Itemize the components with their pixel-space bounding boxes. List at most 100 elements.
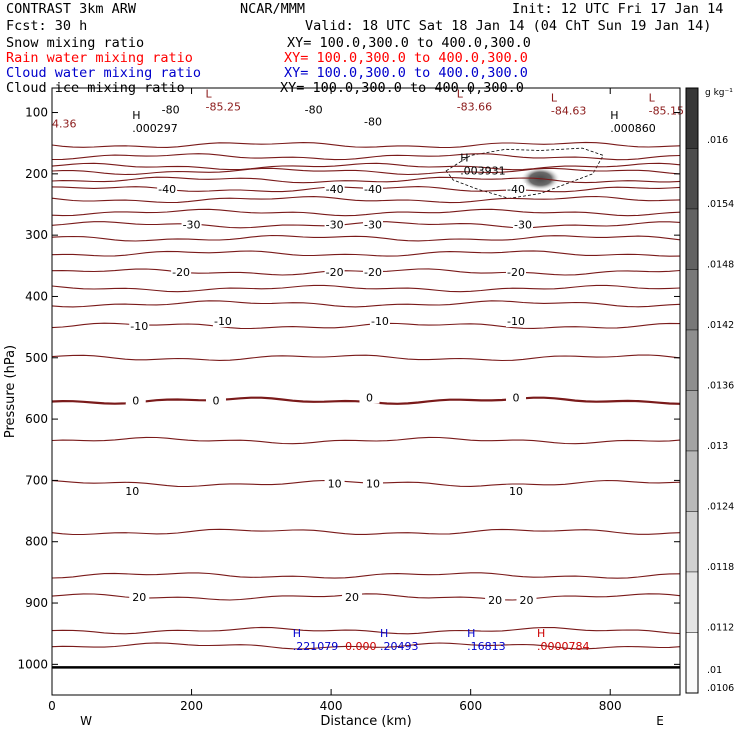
forecast-hour: Fcst: 30 h: [6, 18, 88, 34]
colorbar-segment: [685, 208, 699, 270]
contour-label-bg: [125, 394, 146, 407]
y-tick-label: 200: [25, 167, 48, 181]
colorbar-label: .0136: [707, 381, 734, 392]
contour-label: -30: [326, 219, 344, 232]
temperature-contour: [51, 436, 681, 445]
east-label: E: [656, 714, 664, 728]
contour-label: 10: [328, 477, 342, 490]
contour-label: -10: [130, 320, 148, 333]
extremum-value: .221079: [293, 640, 339, 653]
y-tick-label: 100: [25, 106, 48, 120]
contour-label: -20: [326, 266, 344, 279]
contour-label: 20: [132, 591, 146, 604]
contour-label-bg: [324, 183, 345, 196]
temperature-contour: [51, 141, 681, 149]
field-label-cloudwater: Cloud water mixing ratio: [6, 65, 202, 81]
extremum-value: .000860: [610, 122, 656, 135]
contour-label: 0: [513, 392, 520, 405]
contour-label-bg: [157, 183, 178, 196]
contour-label: 20: [488, 594, 502, 607]
contour-label-bg: [359, 391, 380, 404]
contour-label-bg: [129, 590, 150, 603]
contour-label: -80: [305, 103, 323, 116]
contour-label: 0: [366, 392, 373, 405]
temperature-contour: [51, 642, 681, 650]
colorbar-segment: [685, 390, 699, 452]
temperature-contour: [51, 593, 681, 601]
contour-label: -30: [183, 219, 201, 232]
contour-label-bg: [485, 593, 506, 606]
colorbar-label: .016: [707, 135, 728, 146]
extremum-mark: H: [132, 109, 140, 122]
contour-label: -30: [364, 219, 382, 232]
contour-label-bg: [160, 103, 181, 116]
colorbar-label: .0154: [707, 199, 734, 210]
contour-label: 0: [132, 395, 139, 408]
y-tick-label: 400: [25, 289, 48, 303]
extremum-value: -83.66: [457, 100, 492, 113]
init-time: Init: 12 UTC Fri 17 Jan 14: [512, 1, 724, 17]
center-label: NCAR/MMM: [240, 1, 306, 17]
colorbar-frame: [685, 87, 699, 694]
x-tick-label: 600: [459, 699, 482, 713]
colorbar-segment: [685, 87, 699, 149]
colorbar-segment: [685, 269, 699, 331]
field-xy-cloudwater: XY= 100.0,300.0 to 400.0,300.0: [284, 65, 528, 81]
colorbar-label: .01: [707, 665, 722, 676]
colorbar-label: .0112: [707, 623, 734, 634]
colorbar-units: g kg⁻¹: [705, 88, 733, 98]
extremum-mark: L: [457, 87, 464, 100]
temperature-contour: [51, 250, 681, 257]
extremum-mark: H: [610, 109, 618, 122]
colorbar-label: .0106: [707, 683, 734, 694]
colorbar-segment: [685, 329, 699, 391]
temperature-contour: [51, 195, 681, 204]
contour-label-bg: [516, 593, 537, 606]
contour-label: -40: [158, 183, 176, 196]
colorbar-segment: [685, 450, 699, 512]
contour-label-bg: [362, 218, 383, 231]
y-axis-title: Pressure (hPa): [3, 345, 18, 438]
contour-label: 10: [366, 477, 380, 490]
west-label: W: [80, 714, 92, 728]
contour-label-bg: [506, 314, 527, 327]
contour-label-bg: [324, 265, 345, 278]
contour-label-bg: [181, 218, 202, 231]
temperature-contour: [51, 208, 681, 217]
contour-label: -40: [364, 183, 382, 196]
temperature-contour: [51, 322, 681, 330]
extremum-value: .20493: [380, 640, 419, 653]
contour-label-bg: [369, 314, 390, 327]
y-tick-label: 800: [25, 535, 48, 549]
contour-label: -80: [364, 116, 382, 129]
contour-label-bg: [205, 394, 226, 407]
y-tick-label: 900: [25, 596, 48, 610]
contour-label: -10: [214, 315, 232, 328]
colorbar-segment: [685, 148, 699, 210]
contour-label-bg: [513, 218, 533, 231]
valid-time: Valid: 18 UTC Sat 18 Jan 14 (04 ChT Sun …: [305, 18, 712, 34]
temperature-contour: [51, 300, 681, 308]
contour-label-bg: [171, 265, 192, 278]
model-title: CONTRAST 3km ARW: [6, 1, 137, 17]
contour-label-bg: [324, 477, 345, 490]
field-label-rain: Rain water mixing ratio: [6, 50, 193, 66]
temperature-contour: [51, 162, 681, 171]
contour-label: -30: [514, 219, 532, 232]
colorbar-segment: [685, 571, 699, 633]
contour-label-bg: [122, 484, 143, 497]
temperature-contour: [51, 626, 681, 635]
temperature-contour: [51, 234, 681, 242]
temperature-contour: [51, 153, 681, 161]
colorbar-segment: [685, 511, 699, 573]
x-axis-title: Distance (km): [320, 714, 411, 729]
contour-label: 20: [345, 591, 359, 604]
contour-label: 0: [212, 395, 219, 408]
temperature-contour: [51, 354, 681, 362]
temperature-contour: [51, 284, 681, 293]
colorbar-label: .013: [707, 441, 728, 452]
field-xy-snow: XY= 100.0,300.0 to 400.0,300.0: [287, 35, 531, 51]
temperature-contour: [51, 572, 681, 579]
field-label-snow: Snow mixing ratio: [6, 35, 145, 51]
